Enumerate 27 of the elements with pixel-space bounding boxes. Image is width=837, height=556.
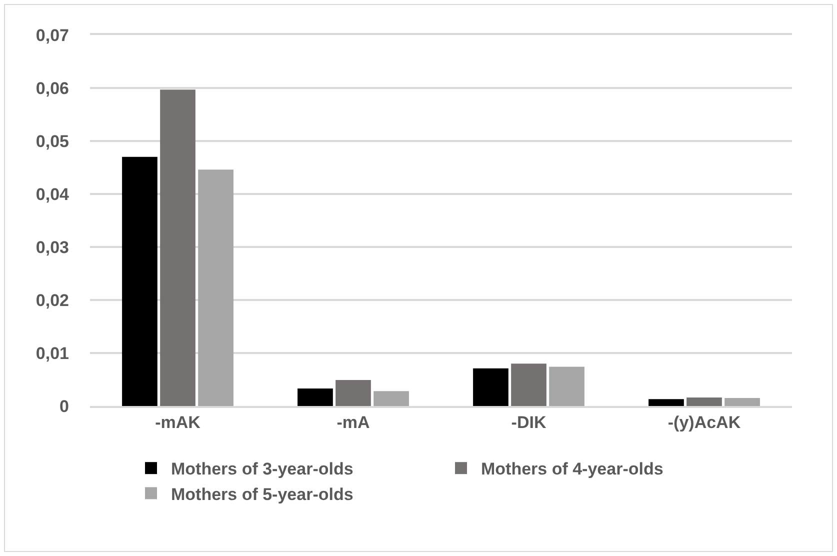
bar xyxy=(724,398,760,406)
y-tick-label: 0,01 xyxy=(36,344,69,363)
x-tick-label: -mA xyxy=(336,413,370,432)
bar xyxy=(336,380,371,406)
x-tick-label: -(y)AcAK xyxy=(668,413,742,432)
bar xyxy=(511,364,546,406)
y-tick-label: 0 xyxy=(60,396,69,416)
y-tick-label: 0,05 xyxy=(36,132,69,151)
y-tick-label: 0,06 xyxy=(36,78,69,98)
y-tick-label: 0,03 xyxy=(36,238,69,257)
x-tick-label: -mAK xyxy=(155,413,202,432)
bar xyxy=(686,398,722,406)
legend-label: Mothers of 4-year-olds xyxy=(481,460,664,479)
bar xyxy=(549,366,584,406)
bar xyxy=(473,368,508,406)
bar xyxy=(122,156,158,406)
bar xyxy=(374,391,409,406)
y-tick-label: 0,04 xyxy=(36,184,70,204)
y-tick-label: 0,02 xyxy=(36,290,69,310)
bar xyxy=(160,90,196,406)
y-tick-label: 0,07 xyxy=(36,26,69,45)
x-tick-label: -DIK xyxy=(511,413,547,432)
bar xyxy=(298,388,333,406)
bar xyxy=(198,170,234,406)
legend-label: Mothers of 5-year-olds xyxy=(171,484,354,504)
legend-label: Mothers of 3-year-olds xyxy=(171,460,354,479)
bar xyxy=(648,399,684,406)
